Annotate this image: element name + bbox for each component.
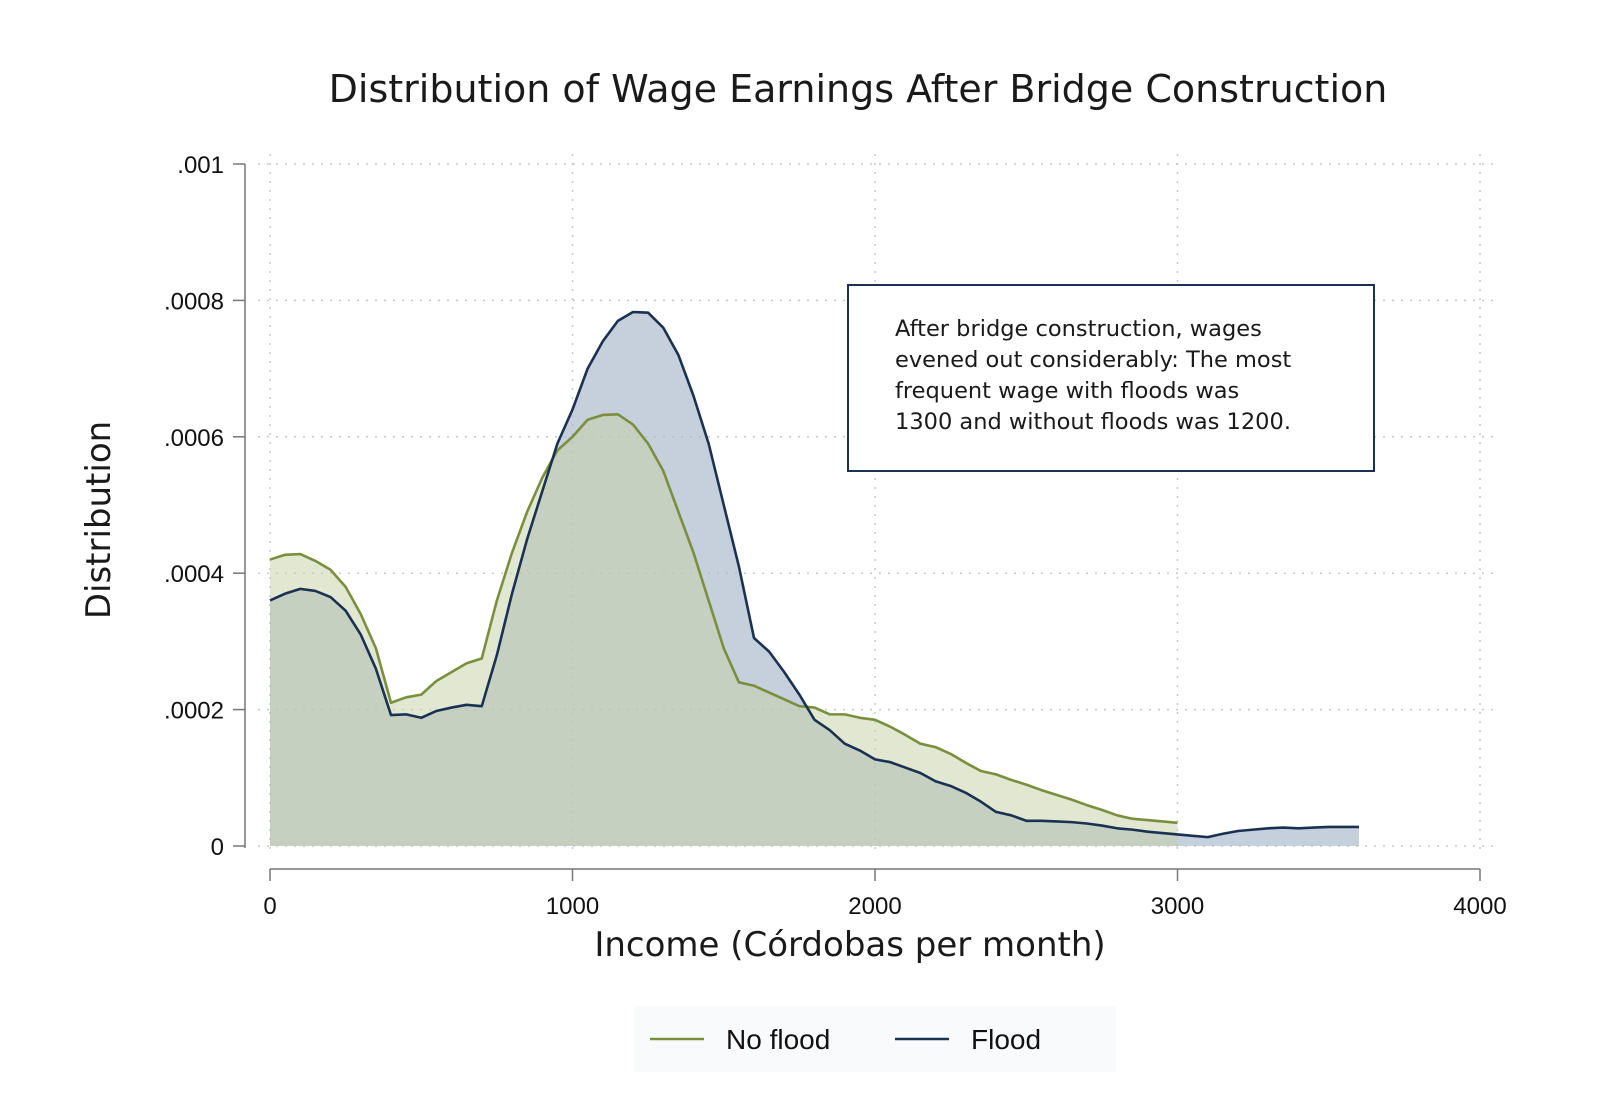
y-tick-label-1: .0002 [164,698,224,725]
series-lines [269,310,1359,839]
legend: No flood Flood [634,1006,1116,1072]
legend-label: Flood [971,1024,1041,1055]
annotation-frame [847,284,1375,472]
annotation-line-2: frequent wage with floods was [895,378,1239,404]
y-axis-ticks: 0 .0002 .0004 .0006 .0008 .001 [164,152,245,861]
x-tick-label-0: 0 [263,893,276,920]
line-no-flood [269,412,1178,825]
annotation-line-3: 1300 and without floods was 1200. [895,409,1291,435]
annotation-box: After bridge construction, wages evened o… [847,284,1375,472]
legend-frame [634,1006,1116,1072]
chart-title: Distribution of Wage Earnings After Brid… [329,67,1388,111]
x-axis-title: Income (Córdobas per month) [594,925,1105,965]
annotation-text: After bridge construction, wages evened o… [895,316,1291,435]
y-tick-label-5: .001 [177,152,224,179]
legend-item-flood: Flood [895,1024,1041,1055]
x-tick-label-3: 3000 [1151,893,1204,920]
y-tick-label-2: .0004 [164,561,224,588]
line-flood [269,310,1359,839]
annotation-line-1: evened out considerably: The most [895,347,1291,373]
x-tick-label-1: 1000 [546,893,599,920]
x-axis-ticks: 0 1000 2000 3000 4000 [263,869,1507,920]
series-areas [270,311,1359,846]
annotation-line-0: After bridge construction, wages [895,316,1262,342]
y-tick-label-4: .0008 [164,288,224,315]
y-tick-label-3: .0006 [164,425,224,452]
legend-item-no-flood: No flood [650,1024,830,1055]
x-tick-label-2: 2000 [848,893,901,920]
x-tick-label-4: 4000 [1453,893,1506,920]
y-axis-title: Distribution [79,421,119,619]
y-tick-label-0: 0 [211,834,224,861]
legend-label: No flood [726,1024,830,1055]
area-no-flood [270,414,1178,846]
